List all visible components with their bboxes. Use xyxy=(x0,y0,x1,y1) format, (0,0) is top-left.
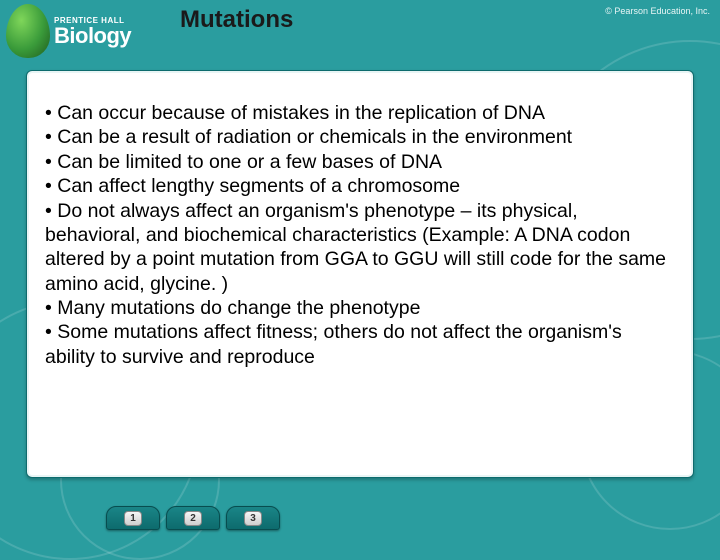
content-panel: • Can occur because of mistakes in the r… xyxy=(26,70,694,478)
logo-word: Biology xyxy=(54,25,131,47)
bullet-item: • Some mutations affect fitness; others … xyxy=(45,320,669,369)
bullet-item: • Can be a result of radiation or chemic… xyxy=(45,125,669,149)
copyright-text: © Pearson Education, Inc. xyxy=(605,6,710,16)
footer-tab-1[interactable]: 1 xyxy=(106,506,160,530)
bullet-item: • Do not always affect an organism's phe… xyxy=(45,199,669,297)
brand-logo: PRENTICE HALL Biology xyxy=(6,4,166,58)
slide-title: Mutations xyxy=(180,6,293,34)
tab-badge: 2 xyxy=(184,511,202,526)
tab-badge: 1 xyxy=(124,511,142,526)
footer-tab-2[interactable]: 2 xyxy=(166,506,220,530)
bullet-item: • Can affect lengthy segments of a chrom… xyxy=(45,174,669,198)
bullet-item: • Can occur because of mistakes in the r… xyxy=(45,101,669,125)
bullet-item: • Can be limited to one or a few bases o… xyxy=(45,150,669,174)
footer-tabs: 1 2 3 xyxy=(106,506,280,530)
footer-tab-3[interactable]: 3 xyxy=(226,506,280,530)
bullet-item: • Many mutations do change the phenotype xyxy=(45,296,669,320)
logo-icon xyxy=(6,4,50,58)
tab-badge: 3 xyxy=(244,511,262,526)
